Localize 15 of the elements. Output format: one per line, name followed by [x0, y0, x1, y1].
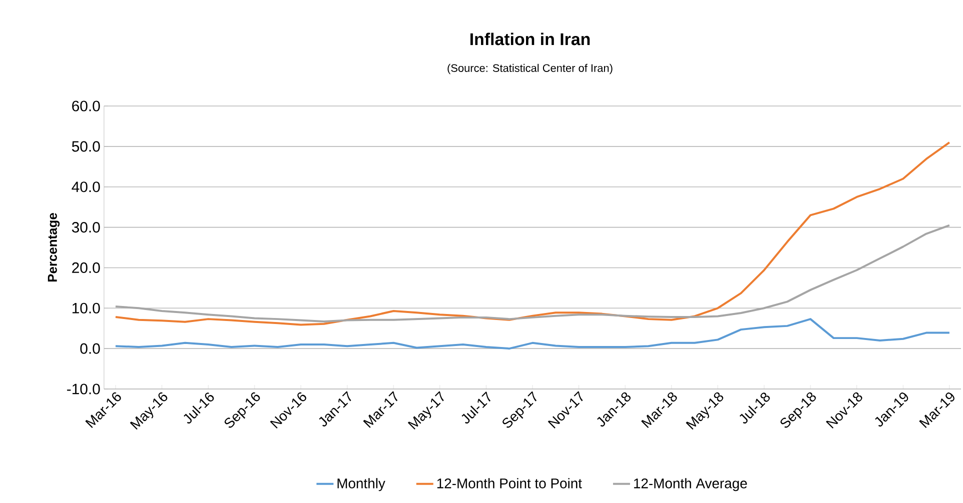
y-tick-label: 50.0	[72, 141, 100, 152]
line-series	[114, 141, 950, 326]
chart-subtitle: (Source: Statistical Center of Iran)	[448, 64, 612, 74]
y-tick-label: 0.0	[80, 343, 100, 354]
y-tick-label: 10.0	[72, 302, 100, 314]
y-tick-label: 30.0	[72, 222, 100, 233]
y-tick-label: 60.0	[72, 100, 100, 112]
legend-label: Monthly	[338, 478, 386, 492]
legend-label: 12-Month Average	[634, 478, 747, 492]
legend-label: 12-Month Point to Point	[437, 478, 582, 488]
y-tick-label: -10.0	[67, 384, 100, 394]
chart-title: Inflation in Iran	[470, 32, 590, 46]
y-axis-title: Percentage	[48, 213, 60, 282]
y-tick-label: 20.0	[72, 262, 100, 273]
y-tick-label: 40.0	[72, 182, 100, 192]
